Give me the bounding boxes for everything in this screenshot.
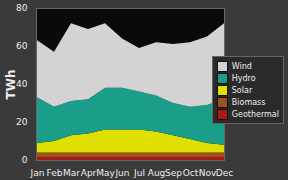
svg-text:Jul: Jul <box>133 168 145 178</box>
svg-text:80: 80 <box>16 3 28 13</box>
svg-text:Jun: Jun <box>114 168 129 178</box>
svg-text:Aug: Aug <box>148 168 166 178</box>
svg-text:60: 60 <box>16 41 28 51</box>
svg-text:Nov: Nov <box>199 168 217 178</box>
svg-text:Feb: Feb <box>47 168 63 178</box>
svg-text:May: May <box>96 168 115 178</box>
svg-text:Dec: Dec <box>216 168 233 178</box>
svg-text:Sep: Sep <box>165 168 182 178</box>
svg-text:Jan: Jan <box>30 168 45 178</box>
html-text:Geothermal: Geothermal <box>231 109 279 119</box>
html-text:Biomass: Biomass <box>231 97 266 107</box>
svg-text:TWh: TWh <box>4 70 18 100</box>
svg-text:Oct: Oct <box>183 168 199 178</box>
html-text:Solar: Solar <box>231 85 253 95</box>
svg-text:Apr: Apr <box>81 168 97 178</box>
svg-text:40: 40 <box>16 79 28 90</box>
svg-text:20: 20 <box>16 117 28 127</box>
html-text:Wind: Wind <box>231 61 252 71</box>
svg-text:Mar: Mar <box>63 168 80 178</box>
svg-text:0: 0 <box>22 155 28 165</box>
html-text:Hydro: Hydro <box>231 73 256 83</box>
